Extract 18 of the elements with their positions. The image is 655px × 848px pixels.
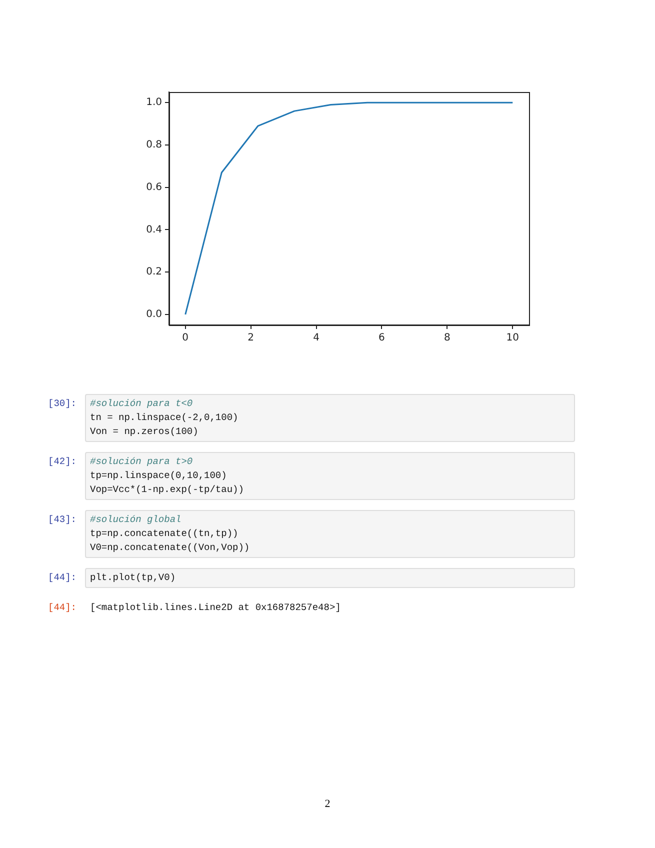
x-tick-label: 4 [313, 332, 320, 344]
text: [42]: #solución para t>0 tp=np.linspace(0,10,100) Vop=Vcc*(1-np.exp(-tp/tau)) [48, 456, 244, 495]
x-tick-label: 2 [248, 332, 254, 344]
y-tick-label: 0.8 [146, 140, 162, 151]
x-tick-label: 10 [506, 332, 520, 344]
y-tick-label: 0.2 [146, 266, 162, 278]
text: [44]: plt.plot(tp,V0) [48, 572, 176, 583]
y-tick-label: 0.4 [146, 224, 162, 236]
y-tick-label: 0.6 [146, 182, 162, 193]
text: [30]: #solución para t<0 tn = np.linspace(-2,0,100) Von = np.zeros(100) [48, 398, 238, 437]
y-tick-label: 1.0 [146, 97, 162, 108]
x-tick-label: 6 [378, 332, 385, 344]
x-tick-label: 8 [444, 332, 450, 344]
x-tick-label: 0 [182, 332, 189, 344]
y-tick-label: 0.0 [146, 309, 162, 320]
text: [44]: [<matplotlib.lines.Line2D at 0x16878257e48>] [48, 602, 341, 613]
text: [43]: #solución global tp=np.concatenate((tn,tp)) V0=np.concatenate((Von,Vop)) [48, 514, 250, 553]
text: 2 [324, 798, 332, 810]
